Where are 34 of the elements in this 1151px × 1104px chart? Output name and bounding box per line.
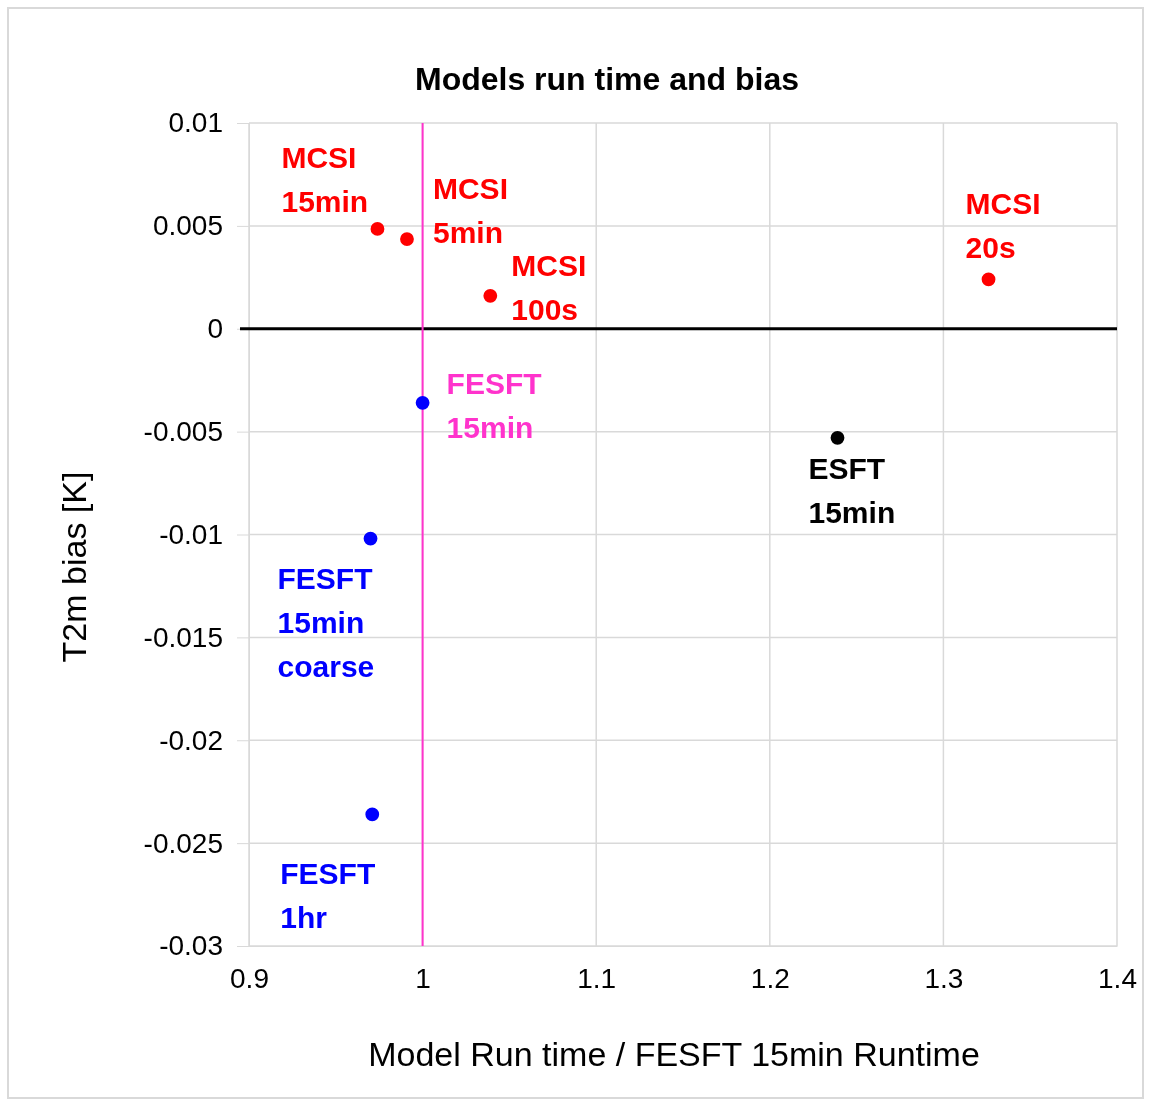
ref-line-label: FESFT 15min — [446, 367, 542, 444]
point — [415, 395, 430, 410]
series-label: MCSI 100s — [511, 248, 587, 326]
point — [981, 272, 996, 287]
y-tick-label: -0.01 — [159, 518, 223, 550]
y-tick-label: 0.005 — [152, 210, 223, 242]
series-label: MCSI 15min — [281, 140, 369, 218]
y-tick-label: -0.03 — [159, 930, 223, 962]
point — [365, 807, 380, 822]
x-axis-title: Model Run time / FESFT 15min Runtime — [368, 1035, 980, 1073]
y-tick-label: -0.005 — [143, 416, 223, 448]
x-tick-label: 1 — [415, 962, 431, 994]
series-label: MCSI 20s — [965, 187, 1041, 265]
x-tick-label: 0.9 — [230, 962, 269, 994]
x-tick-label: 1.1 — [577, 962, 617, 994]
y-tick-label: -0.025 — [143, 827, 223, 859]
series-label: FESFT 1hr — [280, 857, 376, 935]
y-tick-label: 0.01 — [168, 107, 223, 139]
point — [830, 430, 845, 445]
y-tick-label: 0 — [207, 313, 223, 345]
series-label: FESFT 15min coarse — [277, 561, 375, 683]
y-axis-title: T2m bias [K] — [55, 471, 93, 663]
chart-title: Models run time and bias — [414, 61, 800, 97]
point — [483, 288, 498, 303]
y-tick-label: -0.02 — [159, 724, 223, 756]
x-tick-label: 1.3 — [924, 962, 964, 994]
point — [363, 531, 378, 546]
x-tick-label: 1.4 — [1098, 962, 1137, 994]
x-tick-label: 1.2 — [750, 962, 790, 994]
point — [370, 222, 385, 236]
series-label: ESFT 15min — [808, 451, 896, 529]
point — [400, 232, 414, 246]
series-label: MCSI 5min — [432, 172, 508, 250]
y-tick-label: -0.015 — [143, 621, 223, 653]
